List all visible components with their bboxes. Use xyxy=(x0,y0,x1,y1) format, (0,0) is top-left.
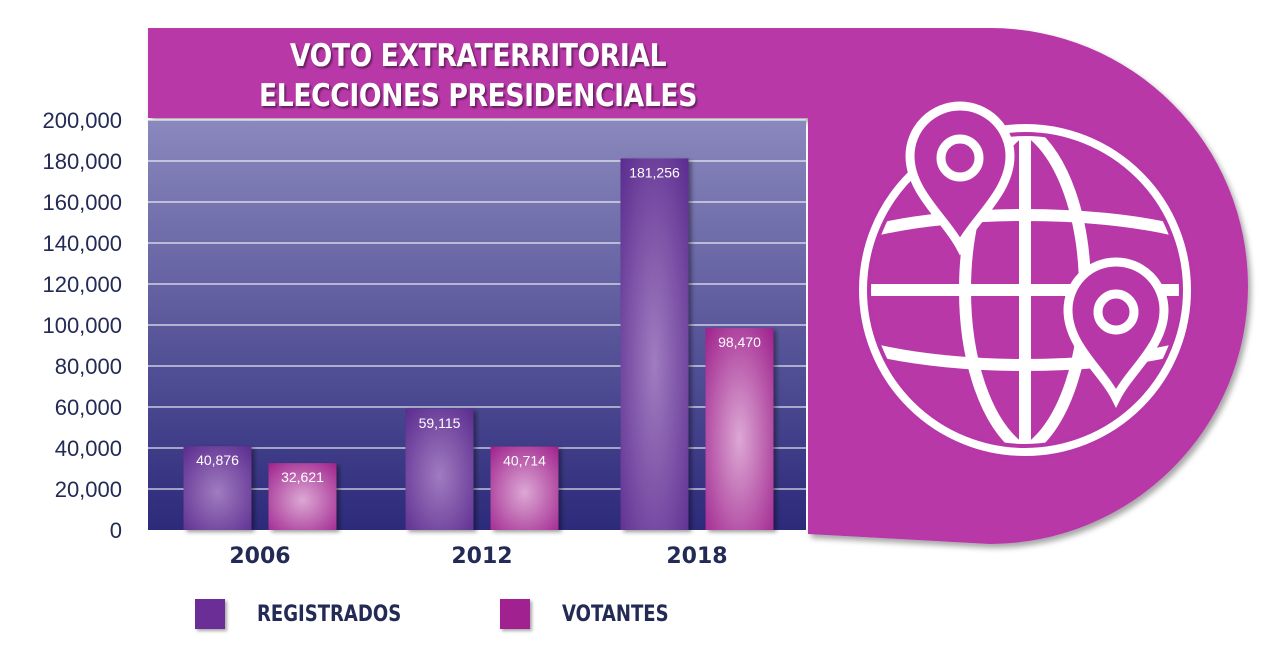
bar-registrados-2018 xyxy=(620,158,689,530)
bar-votantes-2018 xyxy=(705,328,774,530)
x-tick-label: 2012 xyxy=(451,544,512,569)
y-tick-label: 20,000 xyxy=(55,477,122,502)
y-tick-label: 180,000 xyxy=(42,149,122,174)
location-pin-icon xyxy=(905,101,1015,256)
y-tick-label: 200,000 xyxy=(42,108,122,133)
legend-swatch-votantes xyxy=(500,599,530,629)
chart-title-line-2: ELECCIONES PRESIDENCIALES xyxy=(259,78,697,114)
y-tick-label: 60,000 xyxy=(55,395,122,420)
data-label: 98,470 xyxy=(718,334,761,350)
bar-votantes-2012 xyxy=(490,446,559,530)
y-tick-label: 140,000 xyxy=(42,231,122,256)
data-label: 181,256 xyxy=(629,164,680,180)
data-label: 59,115 xyxy=(419,415,461,431)
data-label: 32,621 xyxy=(281,469,324,485)
bar-votantes-2006 xyxy=(268,463,337,530)
y-tick-label: 120,000 xyxy=(42,272,122,297)
location-pin-icon xyxy=(1063,257,1169,409)
y-tick-label: 0 xyxy=(110,518,122,543)
y-tick-label: 160,000 xyxy=(42,190,122,215)
x-tick-label: 2018 xyxy=(666,544,727,569)
bar-registrados-2006 xyxy=(183,446,252,530)
legend-label-registrados: REGISTRADOS xyxy=(257,601,402,627)
legend-swatch-registrados xyxy=(195,599,225,629)
bar-registrados-2012 xyxy=(405,408,474,530)
legend-item-votantes: VOTANTES xyxy=(500,597,692,631)
data-label: 40,714 xyxy=(503,453,546,469)
data-label: 40,876 xyxy=(196,452,239,468)
legend-item-registrados: REGISTRADOS xyxy=(195,597,433,631)
x-tick-label: 2006 xyxy=(229,544,290,569)
y-tick-label: 80,000 xyxy=(55,354,122,379)
y-tick-label: 40,000 xyxy=(55,436,122,461)
legend-label-votantes: VOTANTES xyxy=(562,601,669,627)
globe-icon-inner xyxy=(855,120,1195,460)
y-tick-label: 100,000 xyxy=(42,313,122,338)
chart-title-line-1: VOTO EXTRATERRITORIAL xyxy=(289,38,667,74)
chart-title: VOTO EXTRATERRITORIAL ELECCIONES PRESIDE… xyxy=(148,36,808,116)
